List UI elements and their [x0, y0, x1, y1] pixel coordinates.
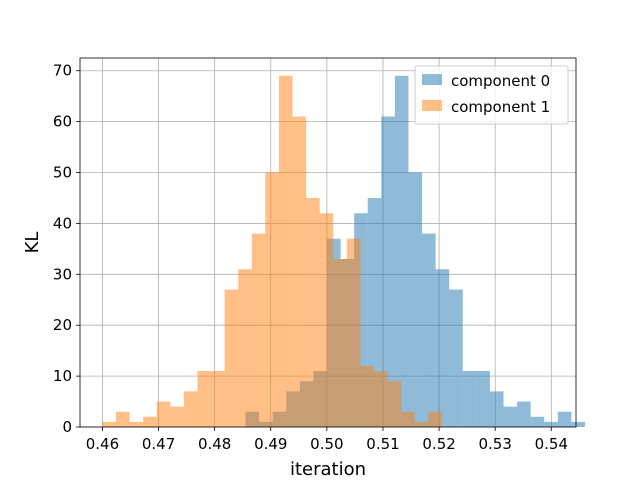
- y-axis-label: KL: [22, 232, 43, 254]
- bar-component-1: [387, 381, 402, 427]
- bar-component-0: [476, 371, 490, 427]
- bar-component-1: [251, 233, 266, 427]
- y-tick-label: 60: [53, 113, 72, 131]
- x-tick-label: 0.52: [422, 435, 455, 453]
- bar-component-0: [422, 233, 436, 427]
- bar-component-1: [319, 213, 334, 427]
- axes-frame: [79, 57, 577, 428]
- x-axis-label: iteration: [290, 459, 366, 480]
- bar-component-1: [360, 365, 375, 427]
- bar-component-0: [462, 371, 477, 427]
- bar-component-1: [333, 259, 347, 427]
- bar-component-1: [401, 411, 415, 427]
- bar-component-1: [238, 269, 252, 427]
- bar-component-0: [435, 269, 450, 427]
- x-tick-label: 0.48: [198, 435, 231, 453]
- bar-component-1: [224, 289, 239, 427]
- bar-component-1: [129, 421, 144, 427]
- y-tick-label: 30: [53, 265, 72, 283]
- bar-component-1: [143, 416, 157, 427]
- bar-component-0: [517, 401, 531, 427]
- legend-swatch-component-1: [422, 100, 442, 111]
- legend-label-component-1: component 1: [451, 98, 550, 116]
- bar-component-0: [381, 116, 395, 427]
- x-tick-label: 0.53: [479, 435, 512, 453]
- bar-component-0: [530, 416, 545, 427]
- bar-component-1: [183, 391, 198, 427]
- x-tick-label: 0.51: [366, 435, 399, 453]
- y-tick-label: 20: [53, 316, 72, 334]
- bar-component-1: [374, 371, 388, 427]
- legend: component 0 component 1: [414, 65, 569, 125]
- x-tick-label: 0.50: [310, 435, 343, 453]
- y-tick-label: 40: [53, 214, 72, 232]
- x-axis-ticks: 0.46 0.47 0.48 0.49 0.50 0.51 0.52 0.53 0.54: [86, 427, 568, 453]
- legend-label-component-0: component 0: [451, 72, 550, 90]
- y-tick-label: 50: [53, 164, 72, 182]
- bar-component-1: [306, 197, 320, 427]
- bar-component-1: [292, 116, 307, 427]
- y-tick-label: 10: [53, 367, 72, 385]
- bar-component-0: [557, 411, 572, 427]
- bar-component-1: [414, 421, 429, 427]
- x-tick-label: 0.47: [142, 435, 175, 453]
- legend-box: [414, 65, 569, 125]
- x-tick-label: 0.54: [535, 435, 568, 453]
- bar-component-1: [170, 406, 184, 427]
- bar-component-1: [346, 238, 361, 427]
- bar-component-0: [408, 172, 423, 427]
- y-tick-label: 0: [62, 418, 72, 436]
- y-axis-ticks: 0 10 20 30 40 50 60 70: [53, 62, 80, 436]
- bar-component-1: [428, 411, 442, 427]
- x-tick-label: 0.46: [86, 435, 119, 453]
- bar-component-1: [156, 401, 171, 427]
- bar-component-0: [489, 391, 504, 427]
- x-tick-label: 0.49: [254, 435, 287, 453]
- bar-component-1: [116, 411, 130, 427]
- bar-component-0: [449, 289, 463, 427]
- bar-component-0: [394, 75, 409, 428]
- bar-component-1: [197, 371, 212, 427]
- bar-component-1: [265, 172, 279, 427]
- bar-component-0: [571, 421, 585, 427]
- bars: [102, 75, 585, 428]
- bar-component-1: [102, 421, 117, 427]
- bar-component-0: [544, 421, 558, 427]
- bar-component-1: [278, 75, 293, 428]
- plot-frame: [79, 57, 577, 428]
- bar-component-1: [211, 371, 225, 427]
- bar-component-0: [503, 406, 518, 427]
- legend-swatch-component-0: [422, 74, 442, 85]
- y-tick-label: 70: [53, 62, 72, 80]
